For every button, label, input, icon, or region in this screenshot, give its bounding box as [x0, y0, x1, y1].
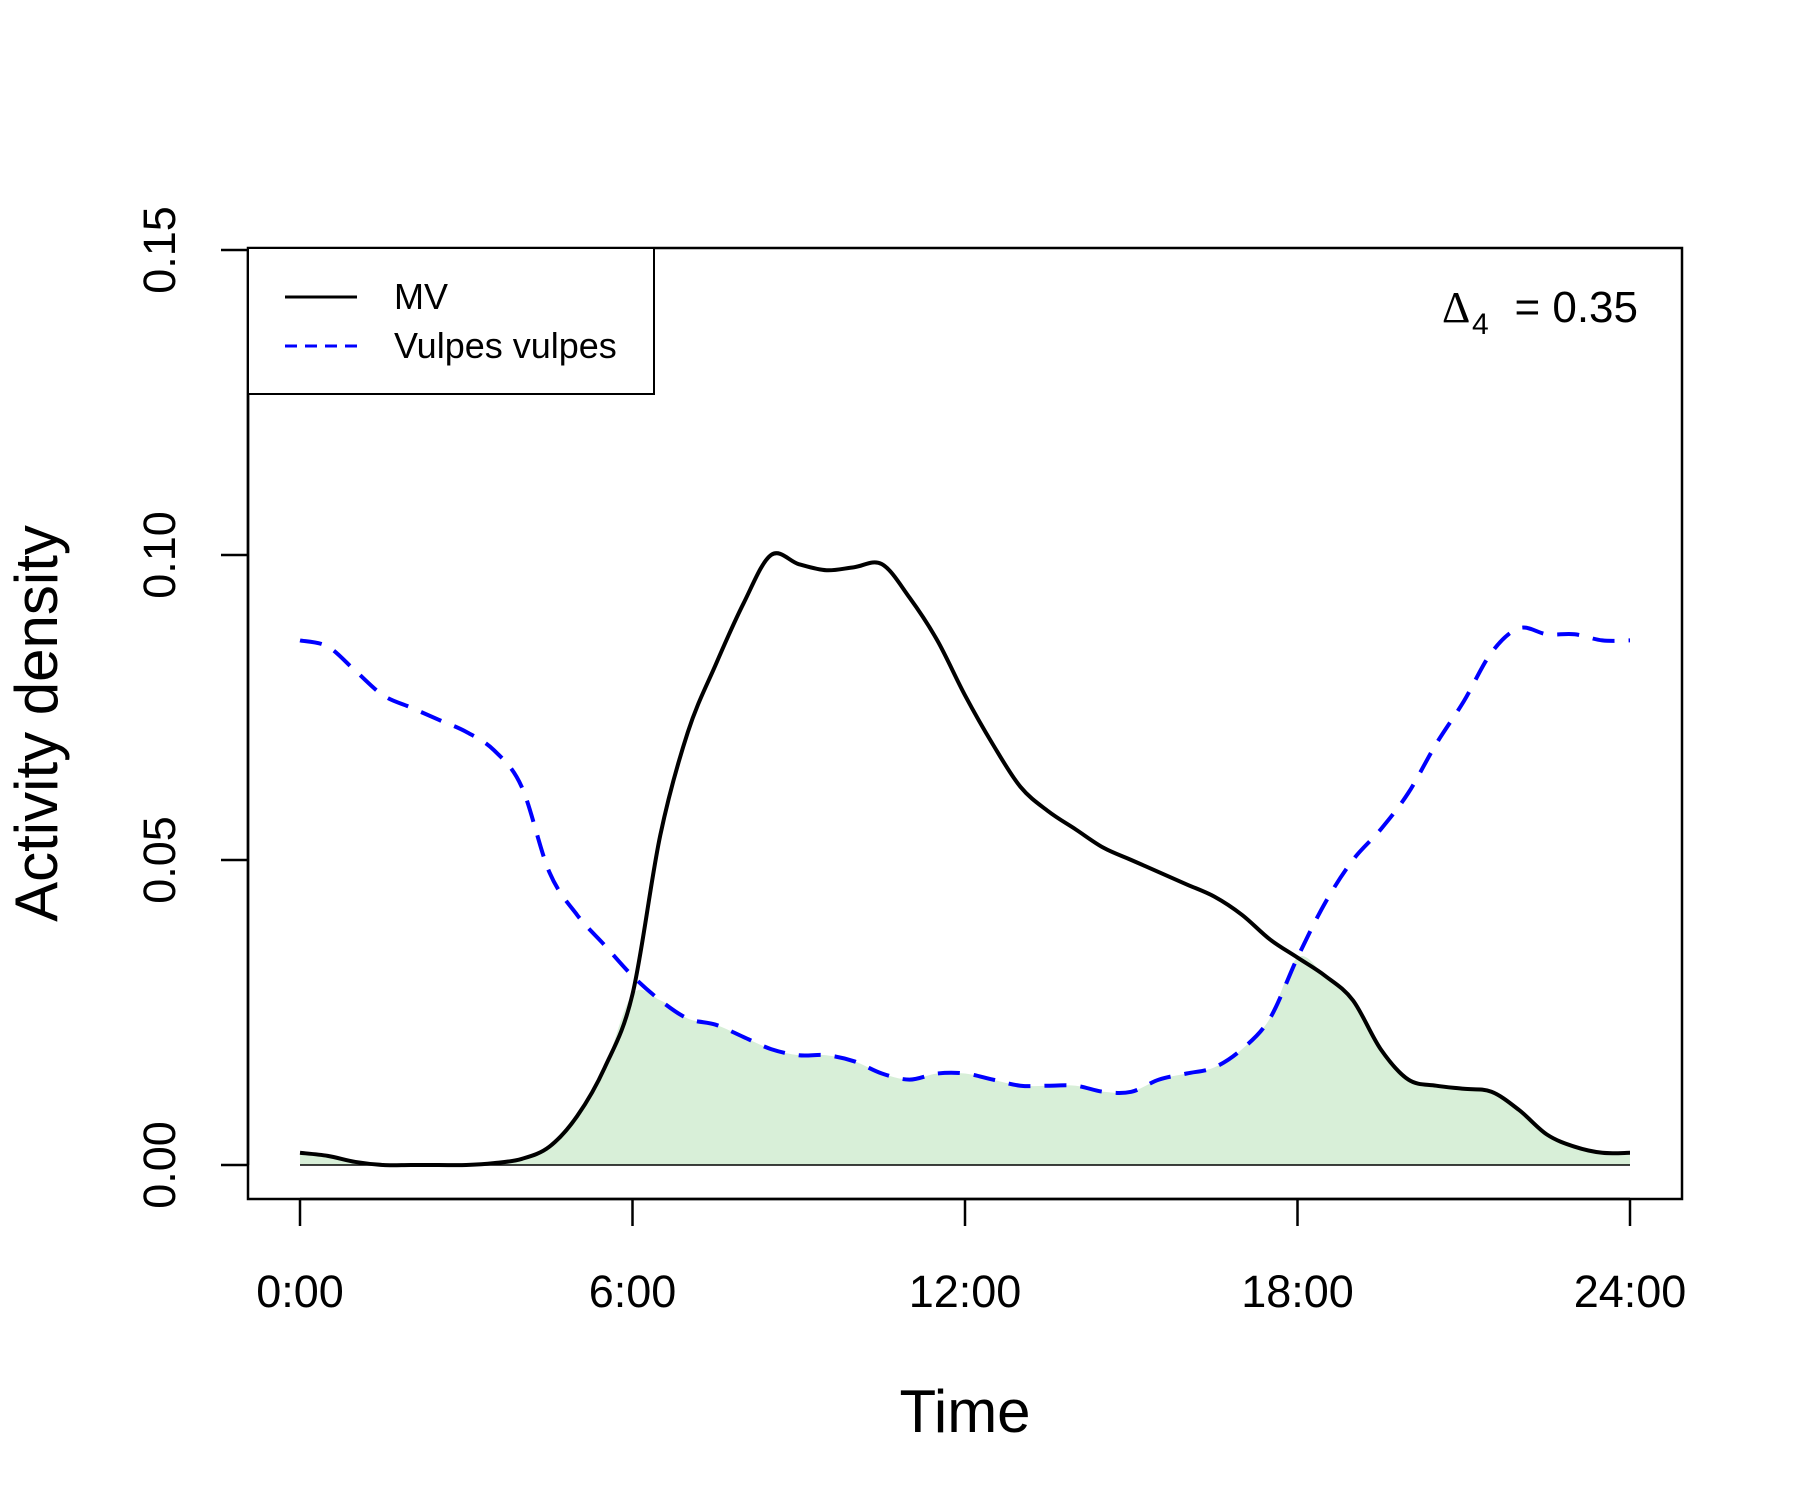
y-tick-label: 0.15: [134, 206, 185, 294]
overlap-area-layer: [300, 955, 1630, 1166]
x-tick-label: 24:00: [1574, 1266, 1687, 1317]
delta-subscript: 4: [1472, 308, 1489, 341]
y-tick-label: 0.00: [134, 1121, 185, 1209]
delta-symbol: Δ: [1442, 283, 1470, 332]
legend-label-mv: MV: [394, 276, 448, 317]
overlap-coefficient-annotation: Δ 4 = 0.35: [1442, 283, 1638, 341]
x-tick-label: 12:00: [909, 1266, 1022, 1317]
legend-label-vulpes-vulpes: Vulpes vulpes: [394, 325, 617, 366]
series-line-vulpes-vulpes: [299, 625, 1631, 1095]
legend-box: [247, 247, 655, 395]
y-tick-label: 0.05: [134, 816, 185, 904]
x-axis: 0:00 6:00 12:00 18:00 24:00: [256, 1197, 1687, 1317]
overlap-value: = 0.35: [1514, 283, 1638, 332]
series-layer: [299, 551, 1631, 1168]
x-tick-label: 6:00: [589, 1266, 677, 1317]
series-line-mv: [299, 551, 1631, 1168]
x-axis-title: Time: [899, 1378, 1030, 1445]
y-tick-label: 0.10: [134, 511, 185, 599]
x-tick-label: 0:00: [256, 1266, 344, 1317]
legend: MV Vulpes vulpes: [247, 247, 655, 395]
y-axis-title: Activity density: [3, 525, 70, 922]
x-tick-label: 18:00: [1241, 1266, 1354, 1317]
overlap-area: [300, 955, 1630, 1166]
y-axis: 0.00 0.05 0.10 0.15: [134, 206, 250, 1209]
